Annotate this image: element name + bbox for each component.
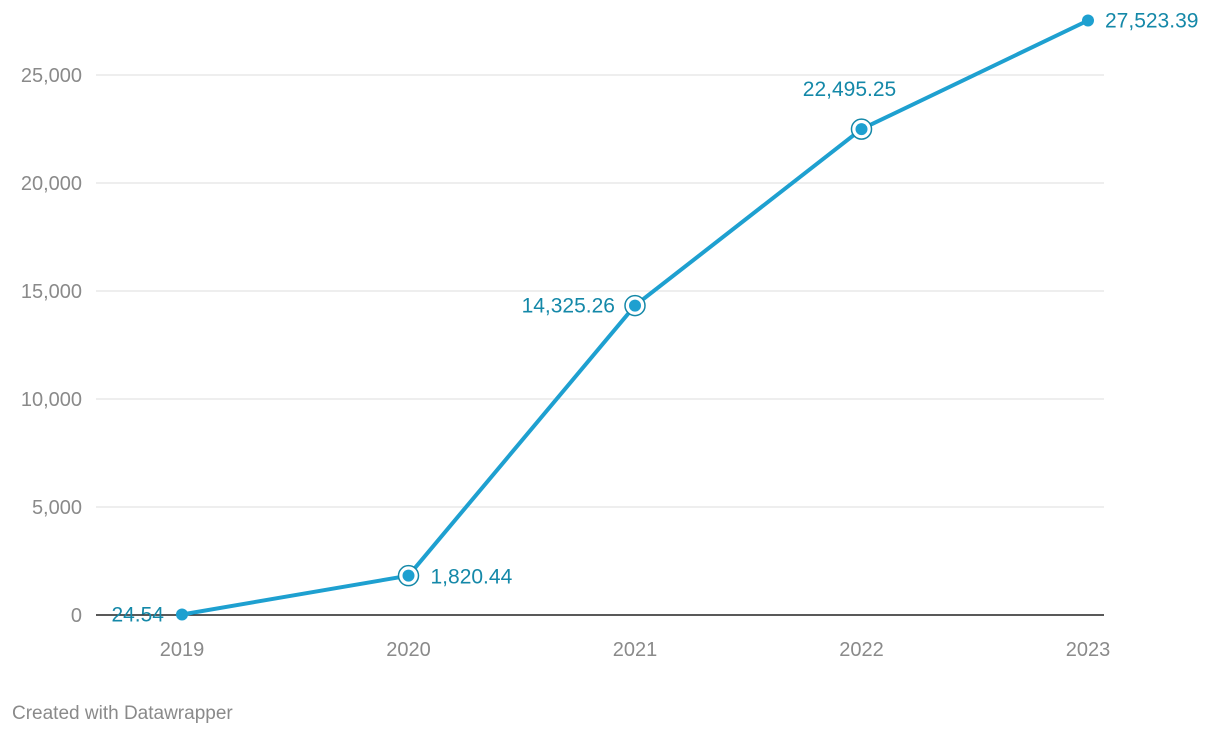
data-label: 1,820.44 [431,566,513,589]
y-tick-label: 5,000 [32,497,82,519]
data-point [176,608,188,621]
data-point [402,569,415,582]
credit-text: Created with Datawrapper [12,703,233,724]
data-label: 22,495.25 [803,78,896,101]
data-point [1082,14,1094,27]
data-label: 24.54 [111,603,164,626]
data-label: 14,325.26 [522,295,615,318]
x-tick-label: 2023 [1066,639,1111,661]
data-point [855,123,868,136]
y-tick-label: 20,000 [21,173,82,195]
x-tick-label: 2019 [160,639,205,661]
y-tick-label: 25,000 [21,65,82,87]
x-axis-tick-labels: 2019 2020 2021 2022 2023 [160,639,1111,661]
data-points [176,14,1094,621]
y-axis-tick-labels: 0 5,000 10,000 15,000 20,000 25,000 [21,65,82,627]
data-label: 27,523.39 [1105,9,1198,32]
series-line [180,18,1090,617]
y-tick-label: 0 [71,605,82,627]
y-tick-label: 15,000 [21,281,82,303]
x-tick-label: 2020 [386,639,431,661]
data-labels: 24.54 1,820.44 14,325.26 22,495.25 27,523.39 [111,9,1198,626]
x-tick-label: 2022 [839,639,884,661]
data-point [629,299,641,312]
gridlines [96,74,1104,508]
x-tick-label: 2021 [613,639,658,661]
y-tick-label: 10,000 [21,389,82,411]
